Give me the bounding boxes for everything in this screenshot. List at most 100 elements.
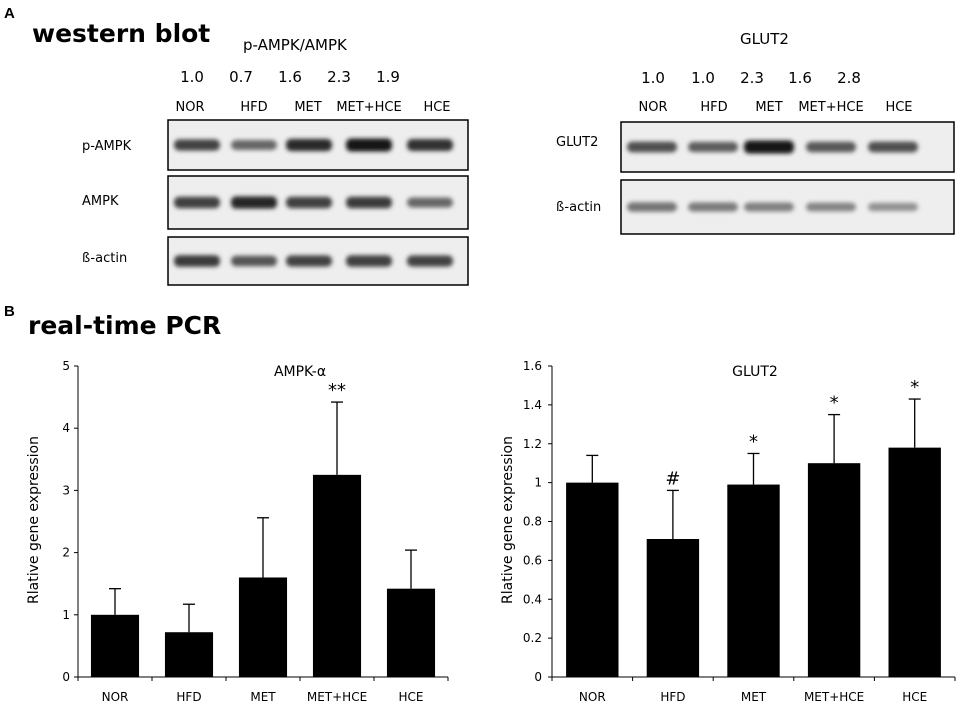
blot-1-lane-label: HCE <box>423 100 450 115</box>
blot-band <box>627 202 677 212</box>
blot-band <box>174 255 220 267</box>
blot-2-row-1 <box>620 121 955 173</box>
significance-marker: # <box>665 468 680 489</box>
y-tick-label: 1.4 <box>523 398 542 412</box>
blot-1-lane-label: NOR <box>176 100 205 115</box>
bar <box>238 577 288 677</box>
chart-2-y-axis-label: Rlative gene expression <box>500 436 516 604</box>
blot-2-lane-label: MET+HCE <box>798 100 863 115</box>
blot-1-ratio: 1.6 <box>278 68 302 86</box>
blot-frame <box>167 175 469 230</box>
significance-marker: ** <box>328 380 346 401</box>
x-tick-label: NOR <box>102 690 129 704</box>
y-tick-label: 0 <box>534 670 542 684</box>
bar <box>90 614 140 677</box>
blot-band <box>346 138 392 152</box>
y-tick-label: 0.8 <box>523 515 542 529</box>
blot-band <box>286 196 332 209</box>
blot-1-row-label: ß-actin <box>82 251 127 266</box>
blot-1-lane-label: MET+HCE <box>336 100 401 115</box>
pcr-title: real-time PCR <box>28 311 221 340</box>
blot-1-lane-label: HFD <box>240 100 267 115</box>
bar <box>727 484 780 677</box>
chart-2-title: GLUT2 <box>732 364 778 380</box>
bar <box>164 632 214 677</box>
blot-2-row-label: GLUT2 <box>556 135 598 150</box>
blot-1-ratio: 2.3 <box>327 68 351 86</box>
x-tick-label: MET <box>250 690 276 704</box>
blot-band <box>744 202 794 212</box>
blot-band <box>174 139 220 151</box>
y-tick-label: 3 <box>62 483 70 497</box>
y-tick-label: 2 <box>62 546 70 560</box>
significance-marker: * <box>830 393 839 414</box>
panel-a-letter: A <box>4 5 15 22</box>
blot-band <box>174 196 220 209</box>
chart-1-y-axis-label: Rlative gene expression <box>26 436 42 604</box>
x-tick-label: MET <box>741 690 767 704</box>
significance-marker: * <box>910 377 919 398</box>
ampk-alpha-chart: AMPK-α Rlative gene expression 0 1 2 3 4 5 NOR… <box>26 359 449 704</box>
blot-2-row-2 <box>620 179 955 235</box>
blot-band <box>627 141 677 153</box>
blot-band <box>806 141 856 153</box>
blot-1-ratio: 1.9 <box>376 68 400 86</box>
blot-frame <box>620 121 955 173</box>
blot-2-ratios: 1.0 1.0 2.3 1.6 2.8 <box>641 69 861 87</box>
bar <box>312 474 362 677</box>
blot-frame <box>167 236 469 286</box>
y-tick-label: 1 <box>534 476 542 490</box>
blot-frame <box>167 119 469 171</box>
blot-band <box>868 202 918 212</box>
y-tick-label: 0.2 <box>523 631 542 645</box>
bar <box>646 538 700 677</box>
blot-frame <box>620 179 955 235</box>
y-tick-label: 1.2 <box>523 437 542 451</box>
blot-band <box>407 255 453 267</box>
blot-2-lane-label: HFD <box>700 100 727 115</box>
blot-2-lane-label: HCE <box>885 100 912 115</box>
x-tick-label: MET+HCE <box>307 690 367 704</box>
blot-2-row-label: ß-actin <box>556 200 601 215</box>
blot-band <box>744 140 794 154</box>
blot-2-ratio: 1.0 <box>691 69 715 87</box>
blot-band <box>806 202 856 212</box>
blot-band <box>231 196 277 209</box>
x-tick-label: HCE <box>399 690 424 704</box>
blot-1-row-1 <box>167 119 469 171</box>
blot-2-ratio: 1.6 <box>788 69 812 87</box>
y-tick-label: 0 <box>62 670 70 684</box>
blot-band <box>346 196 392 209</box>
blot-band <box>346 255 392 267</box>
blot-band <box>286 138 332 152</box>
blot-2-lane-label: MET <box>755 100 782 115</box>
blot-1-row-3 <box>167 236 469 286</box>
blot-band <box>868 141 918 153</box>
y-tick-label: 1 <box>62 608 70 622</box>
blot-1-ratio: 1.0 <box>180 68 204 86</box>
panel-b-letter: B <box>4 303 15 320</box>
blot-1-ratio: 0.7 <box>229 68 253 86</box>
blot-1-title: p-AMPK/AMPK <box>243 36 348 54</box>
blot-images <box>167 119 955 286</box>
blot-band <box>407 197 453 208</box>
bar <box>807 463 861 677</box>
blot-2-ratio: 1.0 <box>641 69 665 87</box>
blot-1-row-label: AMPK <box>82 194 119 209</box>
y-tick-label: 5 <box>62 359 70 373</box>
blot-2-ratio: 2.3 <box>740 69 764 87</box>
x-tick-label: MET+HCE <box>804 690 864 704</box>
blot-2-ratio: 2.8 <box>837 69 861 87</box>
blot-1-row-label: p-AMPK <box>82 139 132 154</box>
x-tick-label: HFD <box>176 690 201 704</box>
blot-1-row-2 <box>167 175 469 230</box>
glut2-chart: GLUT2 Rlative gene expression 0 0.2 0.4 0.6… <box>500 359 956 704</box>
significance-marker: * <box>749 431 758 452</box>
bar <box>386 588 436 677</box>
x-tick-label: NOR <box>579 690 606 704</box>
x-tick-label: HFD <box>660 690 685 704</box>
blot-2-title: GLUT2 <box>740 30 789 48</box>
x-tick-label: HCE <box>902 690 927 704</box>
blot-band <box>688 141 738 153</box>
